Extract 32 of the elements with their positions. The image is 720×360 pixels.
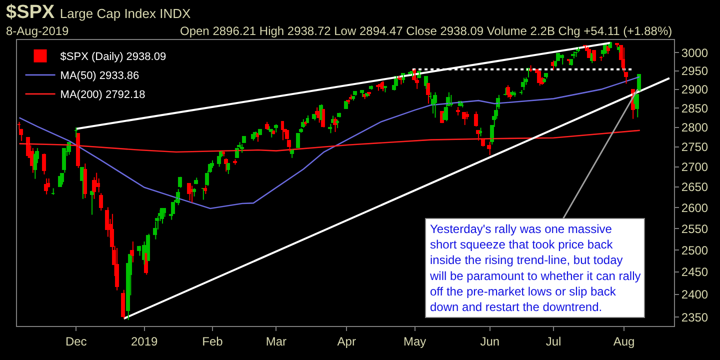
y-tick-label: 2450 (681, 265, 708, 280)
y-tick-label: 2400 (681, 288, 708, 302)
chart-subtitle: Large Cap Index INDX (60, 6, 191, 21)
x-tick-label: Jun (480, 334, 500, 348)
y-tick-label: 2900 (681, 82, 708, 97)
x-tick-label: Dec (65, 334, 87, 348)
x-tick-label: May (404, 334, 426, 348)
legend-label: $SPX (Daily) 2938.09 (60, 51, 166, 64)
text: Open 2896.21 High 2938.72 Low 2894.47 Close 2938.09 Volume 2.2B Chg +54.11 (+1.88%) (180, 24, 672, 38)
x-tick-label: Mar (266, 334, 286, 348)
y-tick-label: 2500 (681, 243, 708, 258)
x-tick-label: 2019 (130, 334, 158, 348)
y-tick-label: 2700 (681, 160, 708, 174)
y-tick-label: 2550 (681, 222, 708, 236)
candlestick (360, 90, 364, 98)
y-tick-label: 3000 (681, 46, 708, 60)
annotation: Yesterday's rally was one massive short squeeze that took price back inside the rising trend-line, but today will be paramount to whether it can rally off the pre-market lows or slip back down and restart the downtrend. (429, 222, 641, 314)
y-tick-label: 2650 (681, 180, 708, 194)
y-tick-label: 2350 (681, 310, 708, 324)
y-tick-label: 2750 (681, 140, 708, 154)
y-tick-label: 2850 (681, 101, 708, 116)
x-tick-label: Feb (202, 334, 224, 348)
x-tick-label: Apr (337, 334, 356, 348)
text: 8-Aug-2019 (6, 24, 70, 38)
legend-label: MA(200) 2792.18 (60, 89, 146, 102)
x-tick-label: Jul (546, 334, 562, 348)
legend-label: MA(50) 2933.86 (60, 70, 140, 82)
y-tick-label: 2800 (681, 120, 708, 135)
x-tick-label: Aug (613, 334, 635, 348)
chart-title: $SPX (6, 2, 55, 23)
y-tick-label: 2950 (681, 64, 708, 78)
y-tick-label: 2600 (681, 200, 708, 215)
